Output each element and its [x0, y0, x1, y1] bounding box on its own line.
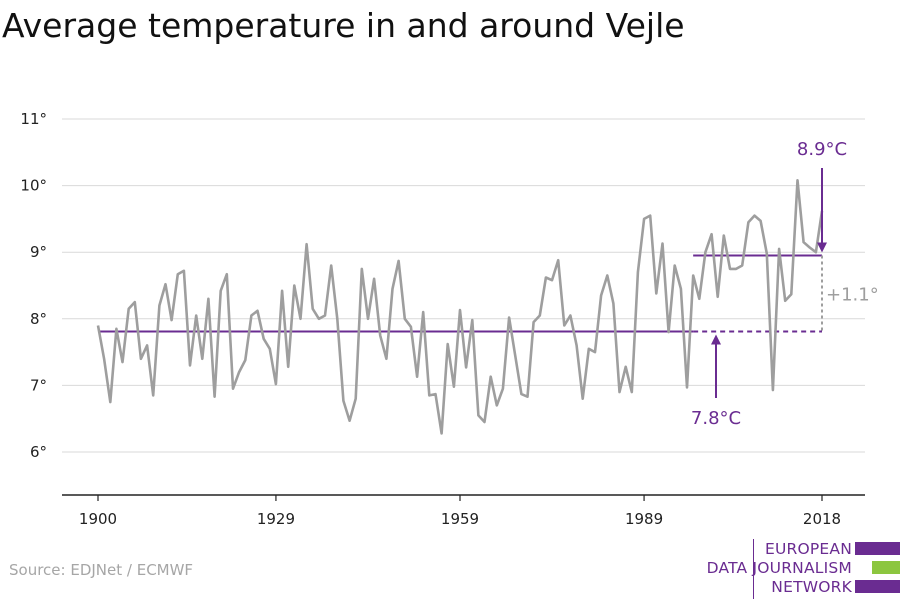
recent-average-label: 8.9°C	[797, 139, 847, 160]
logo-line-2: DATA JOURNALISM	[706, 559, 852, 577]
x-tick-label: 2018	[803, 510, 841, 528]
recent-arrow-head	[817, 242, 827, 253]
labels-layer: 7.8°C 8.9°C +1.1°	[691, 139, 879, 429]
x-tick-label: 1989	[625, 510, 663, 528]
logo-bar-purple-top	[855, 542, 900, 555]
y-tick-label: 6°	[30, 443, 47, 461]
logo-divider	[753, 539, 754, 599]
y-tick-label: 7°	[30, 376, 47, 394]
x-tick-label: 1959	[441, 510, 479, 528]
x-tick-label: 1900	[79, 510, 117, 528]
logo-line-3: NETWORK	[771, 578, 852, 596]
temperature-series-line	[96, 179, 824, 435]
chart-title: Average temperature in and around Vejle	[2, 6, 685, 45]
x-axis: 1900 1929 1959 1989 2018	[62, 494, 865, 528]
series-layer	[96, 179, 824, 435]
baseline-average-label: 7.8°C	[691, 408, 741, 429]
logo-line-1: EUROPEAN	[764, 540, 852, 558]
source-note: Source: EDJNet / ECMWF	[9, 561, 194, 579]
baseline-arrow-head	[711, 334, 721, 345]
logo-bar-green	[872, 561, 900, 574]
y-tick-label: 11°	[20, 110, 47, 128]
y-tick-label: 10°	[20, 177, 47, 195]
y-tick-label: 9°	[30, 243, 47, 261]
difference-label: +1.1°	[826, 284, 879, 305]
x-tick-label: 1929	[257, 510, 295, 528]
edjnet-logo[interactable]: EUROPEAN DATA JOURNALISM NETWORK	[600, 539, 900, 599]
y-tick-label: 8°	[30, 310, 47, 328]
logo-bar-purple-bottom	[855, 580, 900, 593]
